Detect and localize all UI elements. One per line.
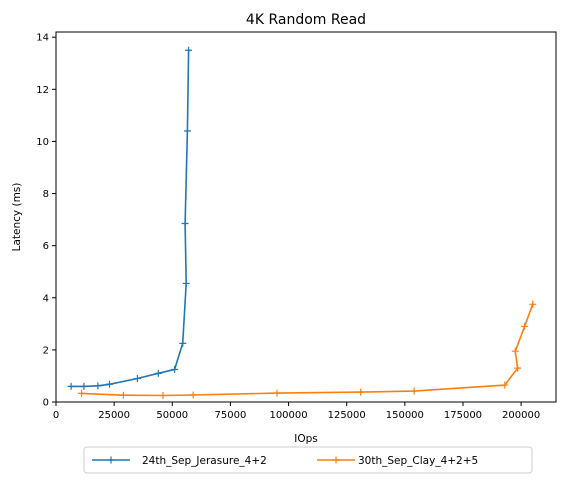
data-point (181, 220, 189, 228)
plot-frame (55, 31, 557, 403)
legend: 24th_Sep_Jerasure_4+2 30th_Sep_Clay_4+2+5 (83, 446, 533, 474)
legend-entry: 24th_Sep_Jerasure_4+2 (92, 455, 267, 467)
legend-marker (107, 456, 115, 464)
y-tick-label: 8 (43, 189, 49, 200)
y-tick-label: 10 (36, 137, 49, 148)
y-tick-label: 4 (43, 293, 49, 304)
data-point (182, 279, 190, 287)
series-1 (67, 46, 193, 390)
x-tick-label: 75000 (215, 410, 247, 421)
legend-box (83, 446, 533, 474)
series-line (71, 50, 190, 388)
legend-label: 30th_Sep_Clay_4+2+5 (358, 455, 478, 467)
data-point (529, 300, 537, 308)
data-point (183, 127, 191, 135)
data-point (154, 369, 162, 377)
data-point (501, 381, 509, 389)
x-tick-label: 25000 (98, 410, 130, 421)
data-point (171, 365, 179, 373)
data-point (273, 389, 281, 397)
data-point (119, 391, 127, 399)
data-point (80, 382, 88, 390)
data-point (78, 389, 86, 397)
x-tick-label: 200000 (502, 410, 540, 421)
x-tick-label: 175000 (444, 410, 482, 421)
x-axis: 0 25000 50000 75000 100000 125000 150000 175000… (53, 402, 540, 421)
series-2 (78, 300, 537, 399)
data-point (514, 364, 522, 372)
legend-label: 24th_Sep_Jerasure_4+2 (142, 455, 267, 467)
data-point (94, 382, 102, 390)
y-axis: 0 2 4 6 8 10 12 14 (36, 33, 56, 409)
y-tick-label: 0 (43, 398, 49, 409)
data-point (189, 391, 197, 399)
legend-entry: 30th_Sep_Clay_4+2+5 (317, 455, 478, 467)
legend-marker (332, 456, 340, 464)
y-tick-label: 14 (36, 33, 49, 44)
data-point (179, 339, 187, 347)
x-tick-label: 100000 (269, 410, 307, 421)
y-axis-label: Latency (ms) (11, 183, 23, 252)
x-tick-label: 125000 (328, 410, 366, 421)
data-point (357, 388, 365, 396)
x-tick-label: 0 (53, 410, 59, 421)
data-point (105, 380, 113, 388)
y-tick-label: 2 (43, 345, 49, 356)
data-point (133, 375, 141, 383)
series-line (81, 304, 534, 397)
y-tick-label: 12 (36, 85, 49, 96)
chart-title: 4K Random Read (246, 12, 366, 28)
data-point (410, 387, 418, 395)
y-tick-label: 6 (43, 241, 49, 252)
x-tick-label: 50000 (156, 410, 188, 421)
plot-area (67, 46, 537, 399)
data-point (67, 382, 75, 390)
x-tick-label: 150000 (386, 410, 424, 421)
data-point (159, 391, 167, 399)
data-point (511, 347, 519, 355)
x-axis-label: IOps (294, 433, 318, 445)
data-point (521, 322, 529, 330)
data-point (185, 46, 193, 54)
